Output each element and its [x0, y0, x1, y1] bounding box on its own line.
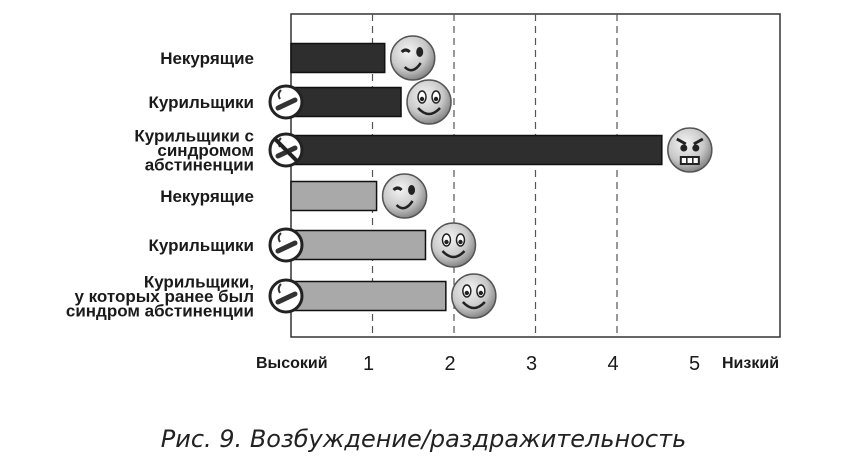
bar-4: [290, 180, 378, 212]
bar-6: [290, 280, 447, 312]
category-label: Курильщики: [149, 236, 254, 255]
category-label: Курильщики, у которых ранее был синдром аб…: [66, 273, 254, 321]
category-labels: Некурящие Курильщики Курильщики с синдромом…: [66, 49, 254, 321]
wink-face-icon: [389, 35, 436, 81]
x-tick-label: 5: [689, 353, 700, 375]
x-tick-label: 4: [607, 353, 618, 375]
cigarette-icon: [268, 227, 304, 263]
category-label: Некурящие: [160, 187, 254, 206]
bar-2: [290, 86, 402, 118]
smiley-face-icon: [430, 222, 477, 268]
category-label: Курильщики: [149, 93, 254, 112]
cigarette-icon: [268, 84, 304, 120]
category-label: Некурящие: [160, 49, 254, 68]
smiley-face-icon: [406, 79, 452, 125]
angry-face-icon: [667, 127, 713, 173]
bars: [268, 35, 713, 319]
x-tick-label: 1: [363, 353, 374, 375]
bar-chart: Некурящие Курильщики Курильщики с синдромом…: [66, 13, 781, 375]
x-high-end-label: Низкий: [722, 355, 779, 372]
figure-caption: Рис. 9. Возбуждение/раздражительность: [160, 425, 687, 453]
bar-3: [290, 134, 663, 166]
no-smoking-icon: [268, 132, 304, 168]
x-tick-label: 2: [444, 353, 455, 375]
bar-1: [290, 42, 386, 74]
x-low-end-label: Высокий: [256, 355, 328, 372]
smiley-face-icon: [451, 273, 497, 319]
bar-5: [290, 229, 427, 261]
x-tick-label: 3: [526, 353, 537, 375]
category-label: Курильщики с синдромом абстиненции: [134, 127, 254, 175]
x-tick-labels: 1 2 3 4 5: [363, 353, 700, 375]
wink-face-icon: [381, 173, 428, 219]
cigarette-icon: [268, 278, 304, 314]
